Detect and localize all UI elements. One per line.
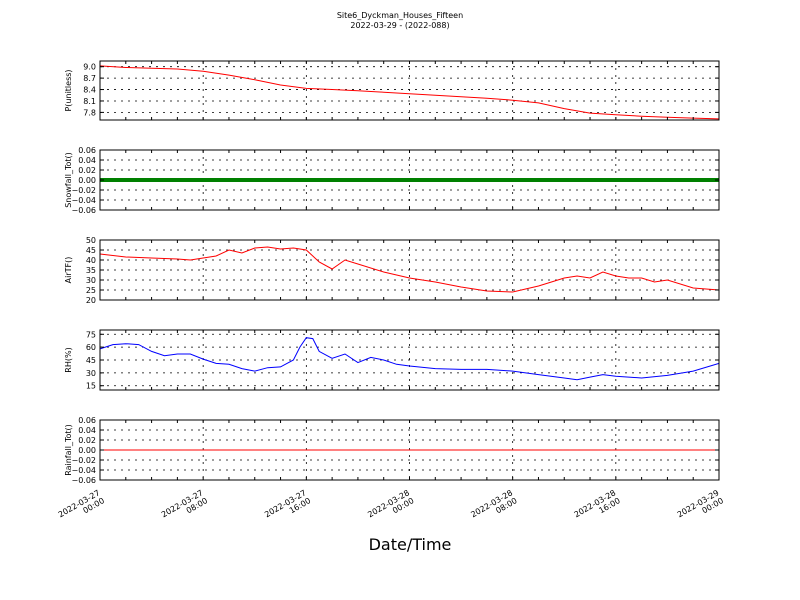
series-line-pressure (99, 65, 720, 120)
y-tick-label: 0.04 (78, 426, 96, 435)
y-tick-label: 0.02 (78, 436, 96, 445)
y-tick-label: 8.4 (83, 86, 96, 95)
chart-subtitle: 2022-03-29 - (2022-088) (350, 21, 450, 30)
y-tick-label: 15 (86, 382, 96, 391)
y-tick-label: −0.02 (71, 186, 96, 195)
y-tick-label: 0.00 (78, 176, 96, 185)
y-tick-label: −0.02 (71, 456, 96, 465)
y-tick-label: 30 (86, 369, 96, 378)
y-axis-label: P(unitless) (64, 69, 73, 111)
y-tick-label: 7.8 (83, 108, 96, 117)
panel-rainfall: 0.060.040.020.00−0.02−0.04−0.06Rainfall_… (64, 416, 720, 485)
y-tick-label: 45 (86, 246, 96, 255)
y-tick-label: 75 (86, 330, 96, 339)
y-tick-label: −0.04 (71, 196, 96, 205)
series-line-rh (99, 337, 720, 381)
panel-pressure: 9.0 8.7 8.4 8.1 7.8 P(unitless) (64, 60, 720, 121)
y-axis-label: Rainfall_Tot() (64, 424, 73, 476)
y-tick-label: 45 (86, 356, 96, 365)
y-tick-label: 8.7 (83, 74, 96, 83)
y-tick-label: 0.00 (78, 446, 96, 455)
y-tick-label: 50 (86, 236, 96, 245)
y-tick-label: 25 (86, 286, 96, 295)
y-tick-label: 8.1 (83, 97, 96, 106)
y-tick-label: 30 (86, 276, 96, 285)
y-tick-label: 0.04 (78, 156, 96, 165)
y-tick-label: 0.06 (78, 146, 96, 155)
y-tick-label: −0.04 (71, 466, 96, 475)
y-tick-label: 40 (86, 256, 96, 265)
y-tick-label: 60 (86, 343, 96, 352)
x-axis-label: Date/Time (369, 535, 452, 554)
y-axis-label: RH(%) (64, 347, 73, 372)
y-tick-label: 0.02 (78, 166, 96, 175)
chart-title: Site6_Dyckman_Houses_Fifteen (336, 11, 464, 20)
series-line-airtemp (99, 246, 720, 293)
panel-snowfall: 0.060.040.020.00−0.02−0.04−0.06Snowfall_… (64, 146, 720, 215)
y-tick-label: 35 (86, 266, 96, 275)
y-tick-label: 0.06 (78, 416, 96, 425)
y-axis-label: AirTF() (64, 257, 73, 284)
y-tick-label: 20 (86, 296, 96, 305)
y-tick-label: −0.06 (71, 206, 96, 215)
y-tick-label: 9.0 (83, 63, 96, 72)
panel-rh: 75 60 45 30 15 RH(%) (64, 329, 720, 391)
y-tick-label: −0.06 (71, 476, 96, 485)
y-axis-label: Snowfall_Tot() (64, 152, 73, 208)
